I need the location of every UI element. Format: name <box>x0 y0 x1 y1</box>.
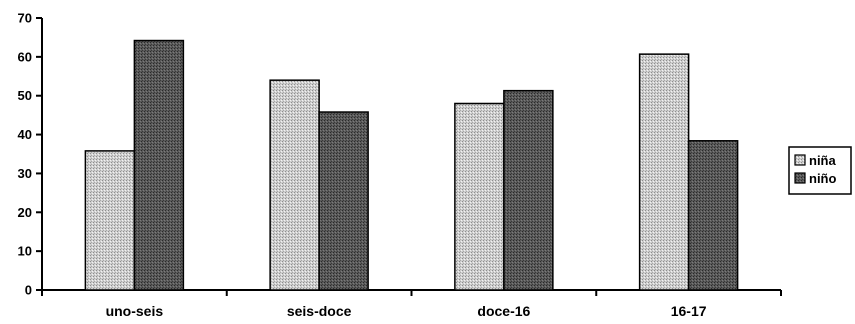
bar-series-1 <box>269 79 320 291</box>
legend: niña niño <box>788 146 852 195</box>
legend-swatch <box>794 172 806 184</box>
bar-series-2 <box>318 111 369 291</box>
x-category-label: doce-16 <box>477 303 530 319</box>
x-axis: uno-seis seis-doce doce-16 16-17 <box>41 289 782 319</box>
y-tick-label: 30 <box>18 166 32 181</box>
bar-series-2 <box>687 140 739 291</box>
bar-series-1 <box>454 102 505 291</box>
bar-series-1 <box>638 53 690 291</box>
bar-series-2 <box>133 39 185 291</box>
y-tick-label: 50 <box>18 88 32 103</box>
legend-label: niño <box>809 171 836 186</box>
legend-label: niña <box>809 153 836 168</box>
y-tick-label: 10 <box>18 244 32 259</box>
x-category-label: 16-17 <box>671 303 707 319</box>
bar-series-2 <box>503 89 554 291</box>
y-axis: 0 10 20 30 40 50 60 70 <box>18 11 43 298</box>
y-tick-label: 70 <box>18 11 32 26</box>
x-category-label: seis-doce <box>287 303 352 319</box>
y-tick-label: 40 <box>18 127 32 142</box>
x-category-label: uno-seis <box>106 303 164 319</box>
bar-series-1 <box>84 150 136 291</box>
bars <box>84 39 739 291</box>
y-tick-label: 0 <box>25 283 32 298</box>
legend-swatch <box>794 154 806 166</box>
y-tick-label: 20 <box>18 205 32 220</box>
y-tick-label: 60 <box>18 49 32 64</box>
